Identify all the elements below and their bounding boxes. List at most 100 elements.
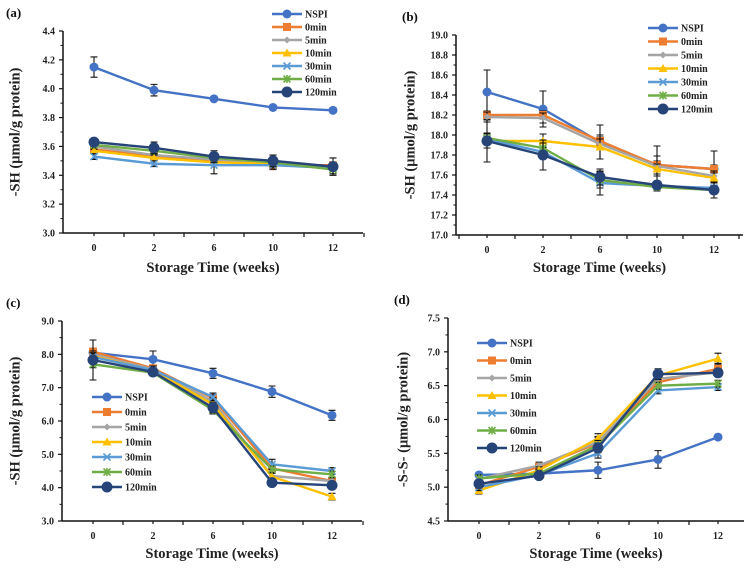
- legend-label: 30min: [681, 78, 708, 89]
- data-point: [89, 62, 99, 72]
- legend-marker: [487, 391, 497, 399]
- legend-label: 60min: [125, 468, 152, 479]
- legend-label: 120min: [681, 105, 713, 116]
- legend-marker: [282, 74, 292, 84]
- y-tick-label: 4.5: [428, 517, 441, 528]
- data-point: [208, 368, 218, 378]
- data-point: [268, 102, 278, 112]
- y-tick-label: 5.0: [428, 483, 441, 494]
- legend-marker: [658, 23, 668, 33]
- legend-item: 0min: [648, 37, 703, 48]
- x-tick-label: 0: [477, 531, 482, 542]
- y-tick-label: 9.0: [42, 317, 55, 328]
- data-point: [327, 410, 337, 420]
- data-point: [539, 114, 547, 122]
- legend: NSPI 0min 5min 10min 30min 60min 120min: [272, 9, 337, 99]
- data-point: [149, 85, 159, 95]
- y-tick-label: 7.0: [428, 347, 441, 358]
- legend-item: 5min: [92, 423, 147, 434]
- legend-item: 5min: [272, 36, 327, 47]
- data-point: [652, 164, 662, 173]
- legend: NSPI 0min 5min 10min 30min 60min 120min: [648, 23, 713, 116]
- legend-label: 30min: [510, 409, 537, 420]
- data-point: [209, 161, 219, 170]
- legend-label: 5min: [510, 374, 532, 385]
- data-point: [592, 442, 604, 454]
- data-point: [482, 87, 492, 97]
- y-tick-label: 3.2: [43, 200, 56, 211]
- legend-marker: [282, 48, 292, 57]
- panel-label: (c): [6, 295, 20, 310]
- legend-marker: [488, 356, 496, 365]
- data-point: [653, 381, 663, 390]
- x-tick-label: 2: [541, 245, 546, 256]
- legend-item: 30min: [477, 409, 537, 420]
- x-axis-title: Storage Time (weeks): [145, 546, 278, 562]
- y-tick-label: 17.6: [431, 171, 449, 182]
- y-tick-label: 3.0: [43, 229, 56, 240]
- panel-a: (a) 3.0 3.2 3.4 3.6 3.8 4.0 4.2 4.4 0 2 6 10 12 Storag…: [6, 5, 365, 276]
- legend-item: 60min: [272, 75, 332, 86]
- legend-item: NSPI: [648, 23, 704, 35]
- y-tick-label: 4.0: [43, 84, 56, 95]
- legend-marker: [101, 481, 113, 493]
- legend-item: NSPI: [272, 9, 328, 21]
- data-point: [147, 366, 159, 378]
- legend-marker: [102, 437, 112, 446]
- legend-marker: [488, 374, 496, 382]
- x-axis-title: Storage Time (weeks): [529, 546, 662, 562]
- data-point: [327, 492, 337, 501]
- x-tick-label: 0: [485, 245, 490, 256]
- data-point: [328, 105, 338, 115]
- data-point: [713, 379, 723, 388]
- data-point: [708, 184, 720, 196]
- y-tick-label: 17.2: [431, 211, 449, 222]
- legend-label: 10min: [681, 64, 708, 75]
- data-point: [148, 142, 160, 154]
- x-tick-label: 10: [653, 531, 663, 542]
- legend-marker: [657, 103, 669, 115]
- legend-item: 10min: [648, 64, 708, 75]
- legend-label: 120min: [510, 444, 542, 455]
- data-point: [653, 454, 663, 464]
- x-axis-title: Storage Time (weeks): [533, 260, 666, 276]
- y-tick-label: 17.4: [431, 191, 449, 202]
- legend-label: 0min: [510, 356, 532, 367]
- legend-label: 5min: [125, 423, 147, 434]
- legend-marker: [283, 36, 291, 44]
- x-tick-label: 6: [598, 245, 603, 256]
- legend-marker: [282, 9, 292, 19]
- y-axis-title: -SH (μmol/g protein): [7, 356, 23, 485]
- data-point: [89, 152, 99, 161]
- data-point: [209, 94, 219, 104]
- legend-marker: [487, 338, 497, 348]
- data-point: [713, 354, 723, 363]
- y-tick-label: 4.0: [42, 483, 55, 494]
- y-tick-label: 5.0: [42, 450, 55, 461]
- y-tick-label: 4.2: [43, 55, 56, 66]
- y-tick-label: 3.0: [42, 517, 55, 528]
- legend-item: 120min: [92, 481, 157, 494]
- y-tick-label: 18.2: [431, 111, 449, 122]
- legend-item: NSPI: [477, 338, 533, 350]
- y-tick-label: 3.8: [43, 113, 56, 124]
- data-point: [483, 113, 491, 121]
- x-tick-label: 0: [91, 531, 96, 542]
- legend-marker: [102, 392, 112, 402]
- legend-label: 10min: [305, 49, 332, 60]
- legend-label: 120min: [125, 483, 157, 494]
- legend-item: 0min: [92, 408, 147, 419]
- y-tick-label: 18.4: [431, 91, 449, 102]
- x-tick-label: 10: [652, 245, 662, 256]
- legend-marker: [283, 23, 291, 31]
- legend-label: 0min: [125, 408, 147, 419]
- y-axis-title: -S-S- (μmol/g protein): [395, 352, 411, 487]
- legend-marker: [103, 423, 111, 431]
- data-point: [710, 165, 718, 173]
- legend-item: NSPI: [92, 392, 148, 404]
- legend-item: 60min: [648, 91, 708, 102]
- legend-item: 60min: [477, 426, 537, 437]
- legend-item: 10min: [272, 48, 332, 60]
- legend-marker: [658, 64, 668, 72]
